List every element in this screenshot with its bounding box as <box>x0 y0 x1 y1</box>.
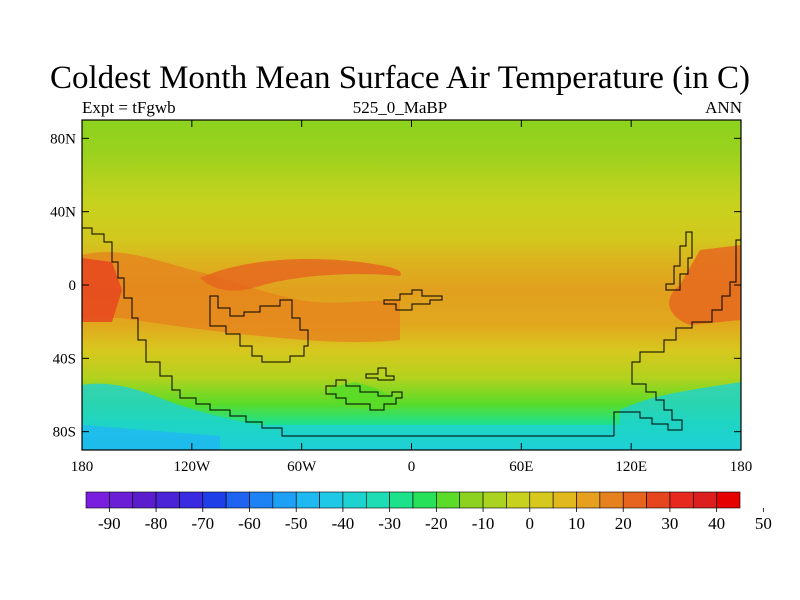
warm-band-west <box>82 251 400 343</box>
cool-south <box>82 383 620 450</box>
coastline-east-peninsula <box>665 231 693 291</box>
colorbar-swatch <box>412 491 437 509</box>
colorbar-swatch <box>109 491 134 509</box>
colorbar-swatch <box>646 491 671 509</box>
colorbar-swatch <box>622 491 647 509</box>
colorbar-swatch <box>249 491 274 509</box>
colorbar-swatch <box>599 491 624 509</box>
colorbar-label: 0 <box>526 514 535 533</box>
colorbar-swatch <box>436 491 461 509</box>
colorbar-swatch <box>506 491 531 509</box>
colorbar-label: -90 <box>98 514 121 533</box>
x-tick-label: 120W <box>173 459 211 475</box>
x-tick-label: 120E <box>615 459 647 475</box>
y-tick-label: 0 <box>69 278 77 294</box>
colorbar: -90 -80 -70 -60 -50 -40 -30 -20 -10 0 10 20 30 40 50 <box>85 491 772 533</box>
colorbar-swatch <box>132 491 157 509</box>
colorbar-swatch <box>225 491 250 509</box>
map-field <box>82 120 741 450</box>
colorbar-swatch <box>389 491 414 509</box>
x-tick-label: 0 <box>408 459 416 475</box>
colorbar-swatch <box>155 491 180 509</box>
colorbar-swatch <box>272 491 297 509</box>
plot-frame: 180 120W 60W 0 60E 120E 180 80N 40N 0 40S 80S <box>50 119 753 475</box>
colorbar-swatch <box>692 491 717 509</box>
hot-west-edge <box>82 258 122 322</box>
warm-band-east <box>669 245 741 325</box>
cool-south-deep <box>82 425 220 450</box>
colorbar-label: -60 <box>238 514 261 533</box>
colorbar-swatch <box>202 491 227 509</box>
colorbar-swatch <box>365 491 390 509</box>
colorbar-swatch <box>459 491 484 509</box>
chart-title: Coldest Month Mean Surface Air Temperatu… <box>50 60 750 96</box>
colorbar-swatch <box>669 491 694 509</box>
colorbar-label: -40 <box>332 514 355 533</box>
x-tick-label: 180 <box>730 459 753 475</box>
colorbar-swatch <box>552 491 577 509</box>
colorbar-label: -10 <box>472 514 495 533</box>
y-tick-label: 80S <box>53 425 76 441</box>
coastline-center-continent <box>209 295 309 363</box>
colorbar-label: -80 <box>145 514 168 533</box>
coastline-island-mini <box>365 367 395 381</box>
coastline-east-continent <box>613 239 741 436</box>
coastline-island-south <box>325 379 403 411</box>
y-tick-label: 80N <box>50 131 76 147</box>
experiment-label: Expt = tFgwb <box>82 98 176 117</box>
colorbar-swatch <box>716 491 741 509</box>
colorbar-swatch <box>85 491 110 509</box>
x-tick-label: 60W <box>287 459 317 475</box>
cool-pocket <box>330 382 400 410</box>
y-tick-label: 40N <box>50 205 76 221</box>
colorbar-swatch <box>342 491 367 509</box>
colorbar-label: 20 <box>615 514 632 533</box>
period-label: 525_0_MaBP <box>352 98 448 117</box>
x-tick-label: 60E <box>509 459 533 475</box>
x-axis-ticks: 180 120W 60W 0 60E 120E 180 <box>71 120 753 475</box>
y-tick-label: 40S <box>53 351 76 367</box>
colorbar-label: -20 <box>425 514 448 533</box>
colorbar-label: -70 <box>191 514 214 533</box>
coastlines <box>82 227 741 437</box>
coastline-west-continent <box>82 227 614 437</box>
colorbar-label: 10 <box>568 514 585 533</box>
y-axis-ticks: 80N 40N 0 40S 80S <box>50 131 741 441</box>
warm-tongue <box>200 258 401 291</box>
colorbar-swatch <box>529 491 554 509</box>
colorbar-label: 30 <box>661 514 678 533</box>
colorbar-label: -50 <box>285 514 308 533</box>
colorbar-swatch <box>319 491 344 509</box>
coastline-island-small <box>383 289 443 311</box>
colorbar-label: 40 <box>708 514 725 533</box>
colorbar-label: 50 <box>755 514 772 533</box>
colorbar-swatch <box>179 491 204 509</box>
cool-southeast <box>620 382 741 450</box>
x-tick-label: 180 <box>71 459 94 475</box>
colorbar-swatch <box>576 491 601 509</box>
colorbar-swatch <box>295 491 320 509</box>
season-label: ANN <box>705 98 742 117</box>
colorbar-label: -30 <box>378 514 401 533</box>
colorbar-swatch <box>482 491 507 509</box>
